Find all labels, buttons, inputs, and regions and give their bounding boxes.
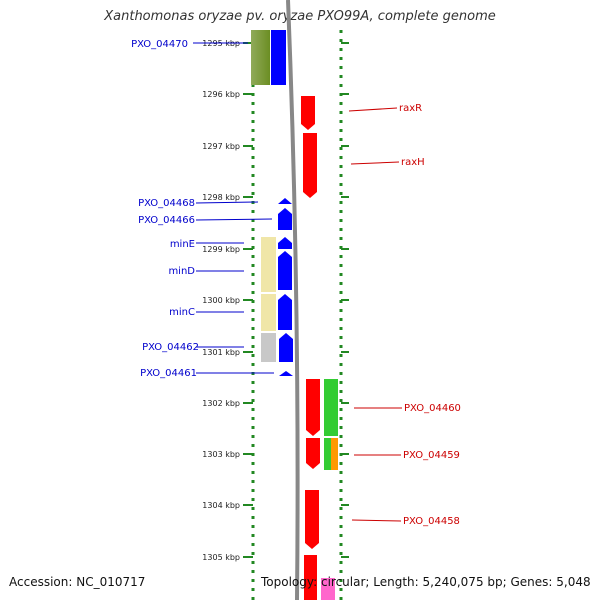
ruler-tick-labels: 1295 kbp 1296 kbp 1297 kbp 1298 kbp 1299…: [202, 39, 240, 562]
gene-label[interactable]: PXO_04470: [131, 39, 188, 50]
gene-label[interactable]: minE: [170, 239, 195, 250]
right-gene-labels: raxR raxH PXO_04460 PXO_04459 PXO_04458: [399, 103, 461, 527]
left-gene-labels: PXO_04470 PXO_04468 PXO_04466 minE minD …: [131, 39, 199, 379]
tick-label: 1302 kbp: [202, 399, 240, 408]
contig-backbone: [286, 0, 300, 600]
tick-label: 1301 kbp: [202, 348, 240, 357]
gene-minD[interactable]: [278, 251, 292, 290]
gene-label[interactable]: PXO_04458: [403, 516, 460, 527]
tick-label: 1300 kbp: [202, 296, 240, 305]
gene-label[interactable]: PXO_04459: [403, 450, 460, 461]
genome-title: Xanthomonas oryzae pv. oryzae PXO99A, co…: [104, 9, 496, 24]
genome-summary-text: Topology: circular; Length: 5,240,075 bp…: [261, 575, 591, 589]
tick-label: 1304 kbp: [202, 501, 240, 510]
gene-label[interactable]: PXO_04460: [404, 403, 461, 414]
gene-minC[interactable]: [278, 294, 292, 330]
gene-PXO_04468[interactable]: [278, 198, 292, 204]
tick-label: 1297 kbp: [202, 142, 240, 151]
gene-block[interactable]: [261, 294, 276, 331]
gene-raxR[interactable]: [301, 96, 315, 130]
gene-label[interactable]: PXO_04468: [138, 198, 195, 209]
gene-block[interactable]: [331, 438, 338, 470]
tick-label: 1299 kbp: [202, 245, 240, 254]
right-label-leaders: [348, 107, 402, 522]
gene-block[interactable]: [321, 578, 335, 600]
tick-label: 1305 kbp: [202, 553, 240, 562]
gene-PXO_04462[interactable]: [279, 333, 293, 362]
gene-label[interactable]: minC: [169, 307, 195, 318]
tick-label: 1298 kbp: [202, 193, 240, 202]
gene-label[interactable]: PXO_04462: [142, 342, 199, 353]
gene-block[interactable]: [324, 379, 338, 436]
gene-block[interactable]: [271, 30, 286, 85]
gene-PXO_04466[interactable]: [278, 208, 292, 230]
ruler-major-ticks: [243, 42, 349, 558]
gene-label[interactable]: minD: [168, 266, 195, 277]
gene-label[interactable]: raxR: [399, 103, 422, 114]
tick-label: 1303 kbp: [202, 450, 240, 459]
gene-label[interactable]: PXO_04461: [140, 368, 197, 379]
accession-text: Accession: NC_010717: [9, 575, 146, 589]
gene-PXO_04461[interactable]: [279, 371, 293, 376]
gene-block[interactable]: [304, 555, 317, 600]
tick-label: 1296 kbp: [202, 90, 240, 99]
left-label-leaders: [193, 42, 274, 374]
gene-label[interactable]: PXO_04466: [138, 215, 195, 226]
gene-PXO_04458[interactable]: [305, 490, 319, 549]
gene-minE[interactable]: [278, 237, 292, 249]
gene-block[interactable]: [261, 333, 276, 362]
gene-block[interactable]: [261, 237, 276, 292]
gene-PXO_04459[interactable]: [306, 438, 320, 469]
gene-label[interactable]: raxH: [401, 157, 425, 168]
gene-raxH[interactable]: [303, 133, 317, 198]
gene-PXO_04460[interactable]: [306, 379, 320, 436]
gene-block[interactable]: [324, 438, 331, 470]
